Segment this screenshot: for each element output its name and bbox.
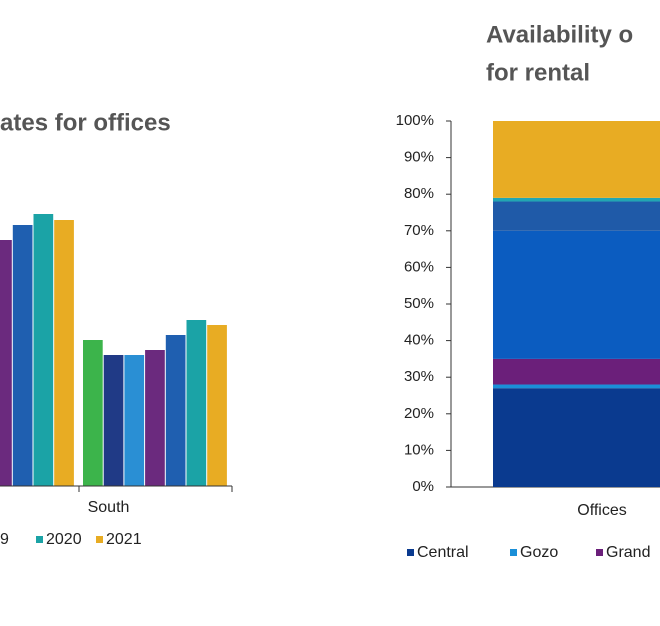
legend-label: 2020 [46,531,82,548]
chart-title: Availability o [486,21,633,48]
bar-segment [493,384,660,389]
legend-marker [96,536,103,543]
y-tick-label: 40% [404,332,434,349]
bar [0,240,12,486]
bar-segment [493,121,660,198]
bar [165,335,186,486]
legend-label: 2021 [106,531,142,548]
y-tick-label: 30% [404,368,434,385]
bar [83,340,103,486]
y-tick-label: 60% [404,258,434,275]
bar [103,355,124,486]
bar-segment [493,230,660,359]
bar-segment [493,201,660,231]
legend-label: Gozo [520,544,558,561]
bar [186,320,207,486]
bar [12,225,33,486]
y-tick-label: 50% [404,295,434,312]
y-tick-label: 100% [396,112,434,129]
y-tick-label: 20% [404,405,434,422]
bar-segment [493,358,660,385]
bar [33,214,54,486]
legend-marker [510,549,517,556]
legend-marker [407,549,414,556]
chart-title: ates for offices [0,109,171,136]
legend-label: Grand [606,544,650,561]
y-tick-label: 90% [404,149,434,166]
legend-label: 9 [0,531,9,548]
bar [54,220,74,486]
bar-segment [493,197,660,202]
bar [145,350,165,486]
x-tick-label: Offices [577,502,627,519]
bar-segment [493,388,660,487]
legend-marker [596,549,603,556]
y-tick-label: 80% [404,185,434,202]
y-tick-label: 0% [412,478,434,495]
y-tick-label: 10% [404,441,434,458]
legend-marker [36,536,43,543]
bar [124,355,145,486]
legend-label: Central [417,544,469,561]
x-tick-label: South [88,499,130,516]
y-tick-label: 70% [404,222,434,239]
chart-title: for rental [486,59,590,86]
bar [207,325,227,486]
